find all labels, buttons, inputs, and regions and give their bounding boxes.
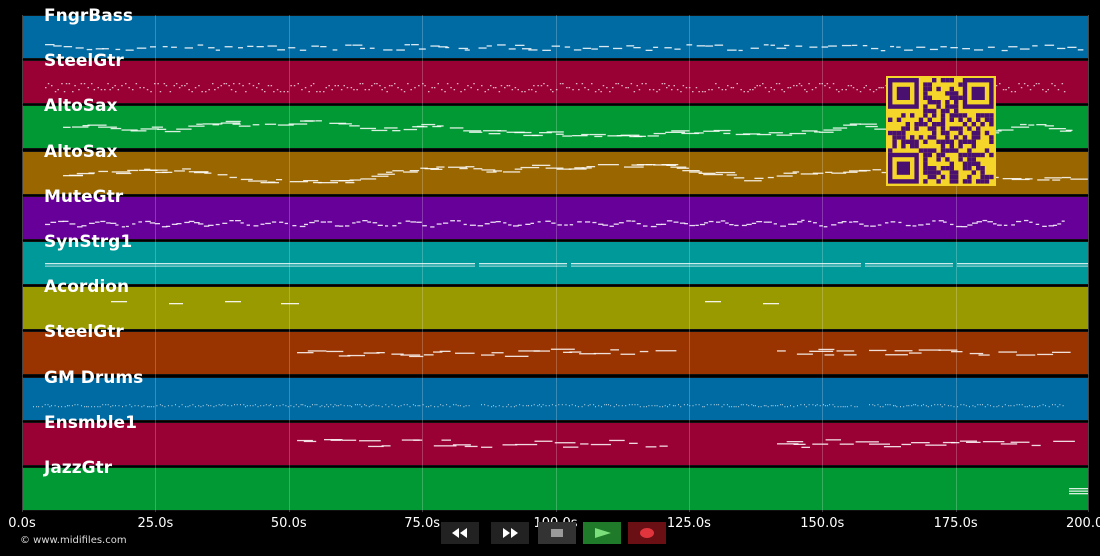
grid-line bbox=[22, 15, 23, 512]
time-tick-label: 75.0s bbox=[404, 516, 440, 531]
fast-forward-icon bbox=[503, 528, 518, 538]
qr-code-icon bbox=[886, 76, 996, 186]
note-roll bbox=[45, 263, 1088, 267]
track-name-label: SteelGtr bbox=[44, 322, 124, 343]
note-roll bbox=[45, 44, 1084, 52]
grid-line bbox=[1088, 15, 1089, 512]
note-roll bbox=[33, 403, 1064, 407]
track-name-label: SynStrg1 bbox=[44, 232, 133, 252]
track-lane[interactable] bbox=[22, 195, 1089, 240]
track-lane[interactable] bbox=[22, 421, 1089, 466]
stop-button[interactable] bbox=[538, 522, 576, 544]
grid-line bbox=[422, 15, 424, 512]
record-icon bbox=[640, 528, 654, 538]
grid-line bbox=[822, 15, 824, 512]
time-tick-label: 0.0s bbox=[8, 516, 36, 531]
track-name-label: Acordion bbox=[44, 277, 130, 298]
grid-line bbox=[555, 15, 557, 512]
record-button[interactable] bbox=[628, 522, 666, 544]
time-tick-label: 50.0s bbox=[270, 516, 307, 531]
track-name-label: GM Drums bbox=[44, 367, 144, 388]
track-lane[interactable] bbox=[22, 376, 1089, 421]
track-name-label: AltoSax bbox=[44, 141, 118, 162]
time-tick-label: 200.0s bbox=[1066, 516, 1100, 531]
time-tick-label: 25.0s bbox=[137, 516, 174, 531]
track-lane[interactable] bbox=[22, 241, 1089, 285]
note-roll bbox=[111, 301, 779, 305]
track-name-label: Ensmble1 bbox=[44, 412, 137, 433]
track-name-label: MuteGtr bbox=[44, 186, 124, 207]
grid-line bbox=[955, 15, 957, 512]
track-name-label: AltoSax bbox=[44, 96, 118, 117]
rewind-icon bbox=[452, 528, 467, 538]
grid-line bbox=[688, 15, 690, 512]
stop-icon bbox=[551, 529, 563, 537]
play-icon bbox=[595, 528, 611, 538]
track-name-label: FngrBass bbox=[44, 6, 133, 26]
track-name-label: JazzGtr bbox=[44, 458, 113, 478]
time-tick-label: 150.0s bbox=[800, 516, 845, 531]
copyright-text: © www.midifiles.com bbox=[20, 535, 127, 546]
track-lane[interactable] bbox=[22, 15, 1089, 59]
time-tick-label: 175.0s bbox=[933, 516, 978, 531]
time-tick-label: 125.0s bbox=[666, 516, 711, 531]
grid-line bbox=[288, 15, 290, 512]
note-roll bbox=[45, 219, 1065, 228]
track-lane[interactable] bbox=[22, 467, 1089, 511]
grid-line bbox=[155, 15, 157, 512]
track-name-label: SteelGtr bbox=[44, 51, 124, 72]
fast-forward-button[interactable] bbox=[491, 522, 529, 544]
track-lane[interactable] bbox=[22, 331, 1089, 376]
note-roll bbox=[63, 120, 1073, 138]
rewind-button[interactable] bbox=[441, 522, 479, 544]
note-roll bbox=[297, 438, 1075, 448]
note-roll bbox=[297, 348, 1071, 358]
track-lane[interactable] bbox=[22, 286, 1089, 331]
play-button[interactable] bbox=[583, 522, 621, 544]
note-roll bbox=[1069, 488, 1088, 495]
